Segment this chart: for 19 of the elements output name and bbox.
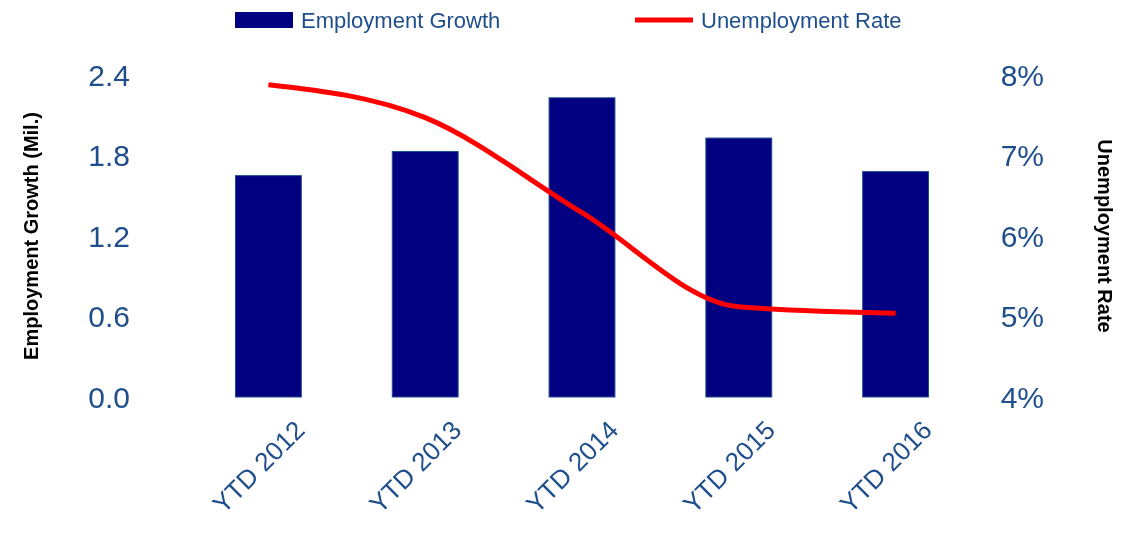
y2-axis-title: Unemployment Rate bbox=[1094, 139, 1116, 333]
y2-tick-label: 6% bbox=[1000, 219, 1044, 253]
y2-tick-label: 5% bbox=[1000, 300, 1044, 333]
bar bbox=[705, 137, 773, 398]
y2-tick-label: 8% bbox=[1000, 58, 1044, 92]
bar bbox=[862, 171, 930, 398]
bar bbox=[548, 97, 616, 398]
y-tick-label: 2.4 bbox=[88, 58, 130, 92]
legend-label: Unemployment Rate bbox=[701, 7, 902, 33]
legend-label: Employment Growth bbox=[301, 7, 501, 33]
y-tick-label: 1.2 bbox=[88, 219, 130, 253]
y-tick-label: 1.8 bbox=[88, 139, 130, 172]
y-tick-label: 0.0 bbox=[88, 380, 130, 414]
y2-tick-label: 4% bbox=[1000, 380, 1044, 414]
y2-tick-label: 7% bbox=[1000, 139, 1044, 172]
bar bbox=[234, 175, 302, 398]
bar bbox=[391, 150, 459, 398]
y-tick-label: 0.6 bbox=[88, 300, 130, 333]
y-axis-title: Employment Growth (Mil.) bbox=[20, 112, 42, 360]
